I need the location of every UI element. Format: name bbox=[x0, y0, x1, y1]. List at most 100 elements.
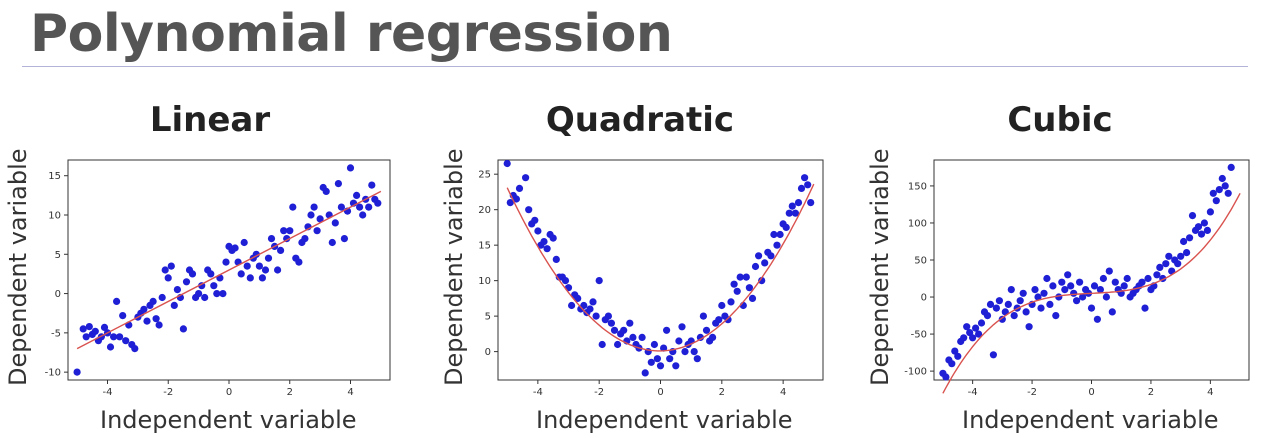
data-point bbox=[82, 333, 90, 341]
y-axis-label: Dependent variable bbox=[4, 148, 32, 386]
title-divider bbox=[22, 66, 1248, 67]
data-point bbox=[995, 297, 1003, 305]
data-point bbox=[672, 362, 680, 370]
data-point bbox=[561, 277, 570, 285]
x-tick-label: 0 bbox=[226, 387, 232, 398]
data-point bbox=[149, 297, 157, 305]
y-tick-label: 15 bbox=[478, 241, 491, 252]
data-point bbox=[155, 321, 163, 329]
data-point bbox=[610, 326, 619, 334]
data-point bbox=[531, 216, 539, 224]
data-point bbox=[807, 199, 815, 207]
data-point bbox=[1022, 308, 1030, 316]
data-point bbox=[1188, 212, 1197, 220]
data-point bbox=[1052, 312, 1060, 320]
fit-line bbox=[942, 192, 1241, 394]
y-tick-label: 0 bbox=[55, 289, 61, 300]
data-point bbox=[653, 355, 661, 363]
data-point bbox=[580, 301, 588, 310]
data-point bbox=[804, 181, 812, 189]
data-point bbox=[1004, 300, 1012, 308]
data-point bbox=[295, 258, 303, 266]
y-tick-label: 10 bbox=[478, 276, 491, 287]
plot-frame bbox=[497, 159, 824, 381]
data-point bbox=[975, 330, 983, 338]
data-point bbox=[140, 305, 148, 313]
data-point bbox=[515, 184, 524, 192]
data-point bbox=[91, 327, 99, 335]
data-point bbox=[1034, 293, 1042, 301]
data-point bbox=[340, 235, 348, 243]
data-point bbox=[785, 209, 793, 217]
data-point bbox=[231, 244, 239, 252]
data-point bbox=[1224, 189, 1232, 197]
data-point bbox=[736, 273, 744, 281]
data-point bbox=[1194, 223, 1203, 231]
data-point bbox=[131, 345, 139, 353]
data-point bbox=[1064, 271, 1072, 279]
data-point bbox=[998, 315, 1006, 323]
data-point bbox=[286, 227, 294, 235]
data-point bbox=[1010, 312, 1018, 320]
data-point bbox=[626, 319, 634, 327]
data-point bbox=[277, 246, 285, 254]
data-point bbox=[767, 252, 775, 260]
data-point bbox=[693, 355, 701, 363]
data-point bbox=[164, 274, 172, 282]
x-tick-label: 2 bbox=[287, 387, 293, 398]
chart-title: Quadratic bbox=[545, 100, 735, 140]
data-point bbox=[307, 211, 315, 219]
data-point bbox=[173, 286, 181, 294]
x-tick-label: -2 bbox=[163, 387, 173, 398]
data-point bbox=[274, 266, 282, 274]
data-point bbox=[1183, 249, 1191, 257]
data-point bbox=[503, 159, 511, 168]
data-point bbox=[1206, 208, 1214, 216]
chart-panel-linear: Linear Dependent variable -4 -2 0 2 4 -10 -5 0 5… bbox=[0, 90, 420, 438]
data-point bbox=[240, 238, 248, 247]
data-point bbox=[1079, 293, 1087, 301]
fit-line bbox=[76, 190, 382, 350]
data-point bbox=[119, 312, 127, 320]
data-point bbox=[1040, 289, 1048, 297]
y-tick-label: 10 bbox=[48, 211, 61, 222]
data-point bbox=[1025, 323, 1033, 331]
data-point bbox=[742, 273, 750, 281]
data-point bbox=[641, 369, 649, 377]
data-point bbox=[359, 211, 367, 219]
chart-panel-cubic: Cubic Dependent variable -4 -2 0 2 4 -100 -50 0… bbox=[860, 90, 1260, 438]
data-point bbox=[549, 234, 557, 242]
data-point bbox=[1174, 260, 1182, 268]
data-point bbox=[301, 235, 309, 243]
y-tick-label: 50 bbox=[914, 256, 927, 267]
data-point bbox=[748, 294, 757, 302]
y-tick-label: 15 bbox=[48, 171, 61, 182]
data-point bbox=[992, 304, 1000, 312]
data-point bbox=[690, 348, 698, 356]
data-point bbox=[258, 274, 266, 282]
data-point bbox=[280, 227, 288, 235]
data-point bbox=[368, 181, 376, 189]
data-point bbox=[201, 293, 209, 302]
data-point bbox=[316, 215, 324, 223]
data-point bbox=[179, 325, 187, 333]
data-point bbox=[522, 174, 530, 182]
y-tick-label: 150 bbox=[908, 181, 927, 192]
x-tick-label: 2 bbox=[719, 387, 725, 398]
data-point bbox=[727, 298, 735, 306]
x-tick-label: -4 bbox=[533, 387, 543, 398]
data-point bbox=[1019, 289, 1027, 297]
data-point bbox=[977, 319, 986, 327]
y-tick-label: 100 bbox=[908, 218, 927, 229]
data-point bbox=[346, 164, 355, 172]
data-point bbox=[718, 301, 726, 310]
data-point bbox=[1031, 286, 1039, 294]
data-point bbox=[1123, 274, 1131, 283]
scatter-plot: -4 -2 0 2 4 -100 -50 0 50 100 150 bbox=[904, 159, 1250, 398]
x-axis-label: Independent variable bbox=[962, 406, 1219, 434]
data-point bbox=[972, 324, 980, 332]
data-point bbox=[1153, 271, 1161, 279]
data-point bbox=[620, 326, 628, 334]
data-point bbox=[1165, 252, 1173, 260]
data-point bbox=[638, 333, 646, 341]
